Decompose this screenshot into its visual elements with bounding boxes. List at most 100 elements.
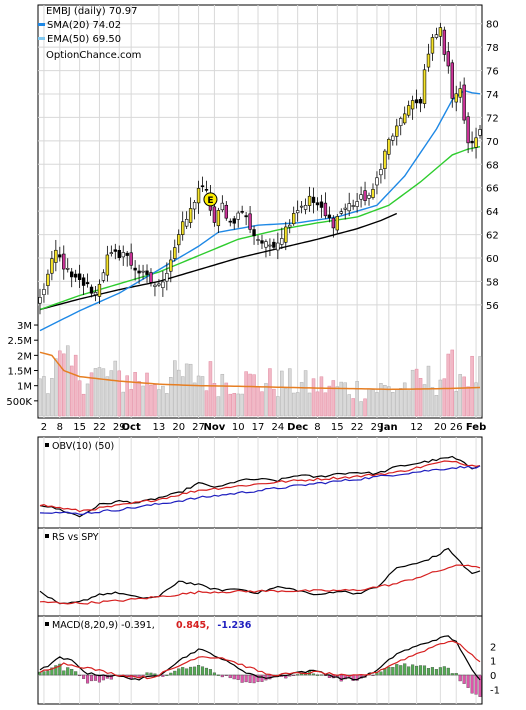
earnings-event-marker	[203, 192, 218, 207]
candle-body	[216, 210, 221, 227]
x-tick-label: Dec	[287, 422, 308, 433]
volume-tick-label: 3M	[17, 321, 32, 332]
candle-body	[157, 283, 161, 286]
candle-body	[295, 210, 300, 214]
volume-bar	[339, 381, 344, 417]
candle-body	[307, 195, 312, 206]
candle-body	[327, 214, 332, 219]
macd-histogram-bar	[54, 665, 58, 676]
volume-bar	[85, 383, 90, 417]
price-tick-label: 78	[486, 43, 499, 54]
volume-bar	[462, 376, 466, 417]
candle-body	[165, 273, 169, 282]
volume-bar	[379, 383, 383, 417]
volume-bar	[244, 371, 248, 417]
volume-bar	[327, 385, 332, 417]
obv-line-2	[39, 465, 481, 515]
price-tick-label: 68	[486, 160, 499, 171]
macd-histogram-bar	[415, 665, 419, 676]
rs-line-0	[39, 547, 481, 605]
candle-body	[462, 84, 466, 121]
candle-body	[50, 258, 54, 274]
volume-bar	[161, 385, 165, 417]
candle-body	[399, 118, 403, 126]
candle-body	[458, 88, 462, 98]
macd-histogram-bar	[204, 667, 209, 676]
macd-label: 0.845,	[176, 620, 210, 631]
candle-body	[137, 270, 141, 274]
macd-histogram-bar	[391, 667, 395, 676]
candle-body	[220, 202, 225, 211]
macd-histogram-bar	[165, 674, 169, 676]
candle-body	[145, 270, 149, 275]
candle-body	[406, 105, 411, 116]
volume-bar	[46, 393, 50, 417]
volume-bar	[351, 398, 355, 417]
volume-bar	[438, 379, 443, 417]
macd-histogram-bar	[446, 667, 450, 676]
macd-histogram-bar	[197, 665, 201, 676]
macd-histogram-bar	[109, 674, 113, 680]
volume-bar	[446, 353, 451, 417]
volume-bar	[284, 388, 288, 417]
candle-body	[149, 272, 153, 283]
candle-body	[264, 241, 268, 248]
volume-bar	[355, 381, 359, 417]
candle-body	[85, 282, 90, 285]
earnings-event-label: E	[207, 196, 213, 206]
sma20-line	[39, 89, 481, 332]
legend-label: EMA(50) 69.50	[47, 34, 121, 45]
volume-bar	[165, 393, 169, 417]
ema50-line	[39, 146, 481, 311]
candle-body	[173, 247, 177, 259]
macd-histogram-bar	[149, 672, 153, 676]
macd-histogram-bar	[403, 663, 407, 676]
candle-body	[371, 188, 375, 198]
candle-body	[299, 205, 304, 208]
candle-body	[101, 272, 106, 281]
candle-body	[272, 241, 276, 248]
macd-histogram-bar	[296, 674, 300, 676]
volume-ma-line	[39, 351, 481, 391]
volume-bar	[38, 378, 42, 417]
volume-bar	[256, 386, 260, 417]
volume-bar	[264, 383, 268, 417]
candle-body	[418, 99, 423, 104]
volume-bar	[359, 401, 363, 417]
volume-bar	[307, 392, 312, 417]
candle-body	[212, 206, 217, 223]
volume-bar	[93, 368, 98, 417]
volume-bar	[232, 393, 236, 417]
price-tick-label: 72	[486, 113, 499, 124]
macd-histogram-bar	[232, 674, 236, 680]
candle-body	[236, 212, 240, 220]
rs-line-1	[39, 564, 481, 605]
macd-histogram-bar	[450, 673, 454, 676]
macd-histogram-bar	[252, 674, 256, 684]
volume-bar	[248, 373, 252, 417]
volume-bar	[220, 373, 225, 417]
panel-label-bullet	[45, 534, 49, 538]
obv-line-1	[39, 460, 481, 513]
volume-bar	[287, 368, 292, 417]
candle-body	[375, 177, 379, 186]
volume-bar	[149, 384, 153, 417]
macd-histogram-bar	[284, 674, 288, 679]
candle-body	[276, 242, 280, 251]
volume-bar	[303, 370, 308, 417]
candle-body	[410, 100, 415, 110]
volume-bar	[426, 365, 431, 417]
volume-bar	[331, 380, 336, 417]
chart-title: EMBJ (daily) 70.97	[46, 6, 138, 17]
x-tick-label: Feb	[466, 422, 486, 433]
macd-histogram-bar	[434, 669, 438, 676]
macd-label: -1.236	[217, 620, 251, 631]
volume-bar	[347, 394, 351, 417]
volume-bar	[125, 375, 129, 417]
candle-body	[252, 229, 256, 237]
candle-body	[89, 286, 94, 294]
macd-histogram-bar	[466, 674, 470, 688]
candle-body	[446, 51, 450, 67]
